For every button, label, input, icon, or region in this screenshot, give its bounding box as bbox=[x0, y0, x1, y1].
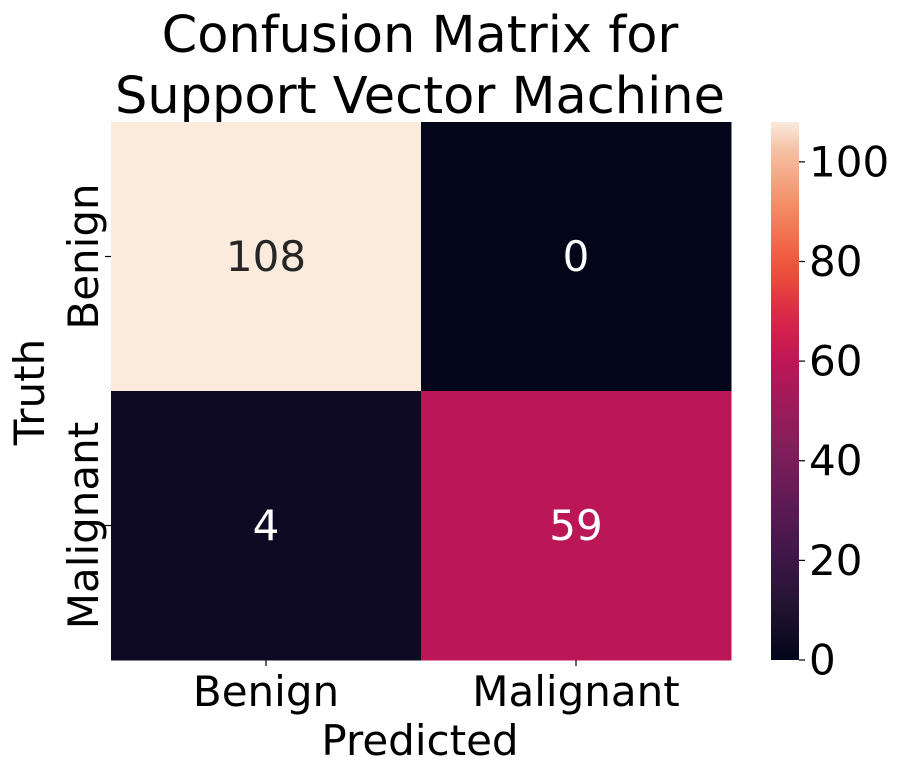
x-axis-ticks: Benign Malignant bbox=[193, 660, 680, 716]
y-axis-label: Truth bbox=[5, 339, 54, 446]
heatmap-cells bbox=[111, 122, 732, 661]
y-tick-label-1: Malignant bbox=[59, 422, 108, 629]
x-axis-label: Predicted bbox=[321, 716, 518, 765]
colorbar-tick-label-3: 60 bbox=[809, 337, 862, 386]
colorbar-ticks: 0 20 40 60 80 100 bbox=[799, 137, 889, 685]
colorbar-tick-label-2: 40 bbox=[809, 436, 862, 485]
heatmap-cell-1-0 bbox=[111, 391, 422, 661]
y-axis-ticks: Benign Malignant bbox=[59, 183, 111, 629]
x-tick-label-1: Malignant bbox=[472, 667, 679, 716]
colorbar bbox=[771, 122, 799, 660]
cell-value-label-1-1: 59 bbox=[549, 501, 602, 550]
x-tick-label-0: Benign bbox=[193, 667, 339, 716]
chart-title-line-1: Confusion Matrix for bbox=[162, 6, 679, 65]
heatmap-cell-0-0 bbox=[111, 122, 422, 392]
cell-value-label-1-0: 4 bbox=[253, 501, 280, 550]
heatmap-cell-1-1 bbox=[421, 391, 732, 661]
chart-title-line-2: Support Vector Machine bbox=[115, 67, 725, 126]
cell-value-label-0-0: 108 bbox=[226, 232, 306, 281]
cell-value-label-0-1: 0 bbox=[563, 232, 590, 281]
y-tick-label-0: Benign bbox=[59, 183, 108, 329]
colorbar-tick-label-5: 100 bbox=[809, 137, 889, 186]
heatmap-cell-0-1 bbox=[421, 122, 732, 392]
colorbar-tick-label-0: 0 bbox=[809, 636, 836, 685]
colorbar-tick-label-1: 20 bbox=[809, 536, 862, 585]
cell-value-labels: 108 0 4 59 bbox=[226, 232, 603, 550]
colorbar-tick-label-4: 80 bbox=[809, 237, 862, 286]
